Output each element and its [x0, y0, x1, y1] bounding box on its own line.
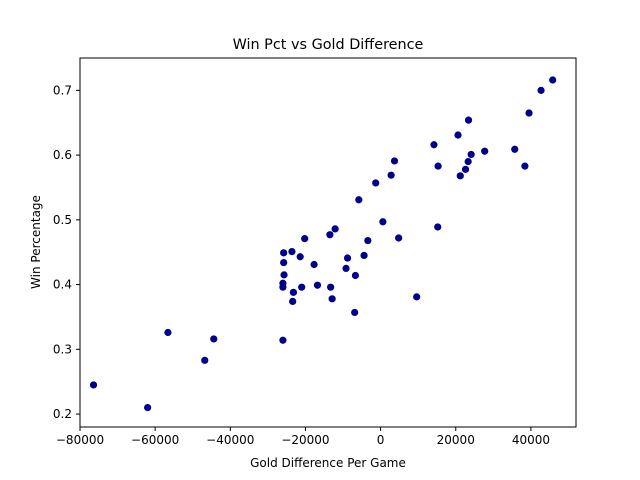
x-tick-label: 40000: [512, 433, 550, 447]
y-tick-label: 0.6: [53, 148, 72, 162]
data-point-25: [351, 308, 359, 317]
data-point-16: [301, 235, 309, 243]
data-point-27: [355, 196, 363, 204]
data-point-50: [549, 76, 557, 84]
data-point-12: [289, 297, 297, 306]
data-point-36: [430, 141, 438, 149]
x-tick-label: −60000: [131, 433, 179, 447]
data-point-29: [364, 236, 372, 245]
data-point-24: [343, 254, 352, 262]
data-point-30: [372, 179, 380, 187]
data-point-45: [481, 147, 489, 155]
data-point-34: [395, 234, 403, 242]
y-tick-label: 0.7: [53, 83, 72, 97]
data-point-33: [390, 157, 399, 165]
data-point-26: [351, 271, 360, 280]
x-axis-label: Gold Difference Per Game: [250, 456, 406, 470]
x-tick-label: 20000: [437, 433, 475, 447]
points-layer: [89, 76, 557, 412]
data-point-20: [327, 283, 335, 291]
data-point-13: [289, 288, 298, 296]
x-tick-label: 0: [377, 433, 385, 447]
data-point-17: [310, 260, 318, 269]
y-tick-label: 0.4: [53, 278, 72, 292]
data-point-37: [434, 223, 442, 231]
data-point-19: [326, 231, 334, 239]
data-point-28: [360, 251, 368, 260]
data-point-48: [525, 109, 533, 117]
x-axis-ticks: −80000 −60000 −40000 −20000 0 20000 40000: [56, 427, 550, 447]
x-tick-label: −40000: [206, 433, 254, 447]
data-point-10: [280, 249, 288, 257]
data-point-40: [456, 172, 464, 180]
data-point-49: [537, 86, 545, 94]
y-tick-label: 0.3: [53, 342, 72, 356]
data-point-21: [328, 295, 336, 303]
data-point-1: [144, 403, 152, 412]
data-point-8: [280, 271, 288, 279]
y-axis-label: Win Percentage: [29, 195, 43, 289]
data-point-47: [521, 162, 529, 170]
y-tick-label: 0.5: [53, 213, 72, 227]
data-point-38: [434, 162, 442, 170]
data-point-39: [454, 131, 462, 139]
data-point-46: [511, 145, 519, 153]
data-point-43: [464, 116, 473, 124]
data-point-14: [296, 253, 304, 261]
data-point-18: [313, 281, 322, 289]
data-point-11: [288, 247, 296, 256]
data-point-32: [387, 171, 395, 179]
plot-frame: [79, 57, 577, 428]
data-point-22: [331, 225, 339, 233]
data-point-23: [342, 264, 350, 272]
data-point-3: [201, 356, 209, 364]
data-point-15: [298, 283, 306, 291]
y-axis-ticks: 0.2 0.3 0.4 0.5 0.6 0.7: [53, 83, 80, 421]
data-point-31: [379, 218, 387, 226]
data-point-2: [164, 328, 172, 337]
data-point-7: [279, 279, 287, 287]
data-point-0: [89, 381, 98, 389]
data-point-5: [279, 336, 287, 344]
x-tick-label: −20000: [281, 433, 329, 447]
data-point-41: [461, 165, 470, 173]
data-point-9: [280, 258, 288, 267]
y-tick-label: 0.2: [53, 407, 72, 421]
data-point-42: [464, 157, 472, 166]
data-point-44: [467, 150, 475, 159]
chart-title: Win Pct vs Gold Difference: [233, 37, 424, 53]
x-tick-label: −80000: [56, 433, 104, 447]
data-point-4: [210, 335, 218, 343]
data-point-35: [413, 293, 421, 301]
